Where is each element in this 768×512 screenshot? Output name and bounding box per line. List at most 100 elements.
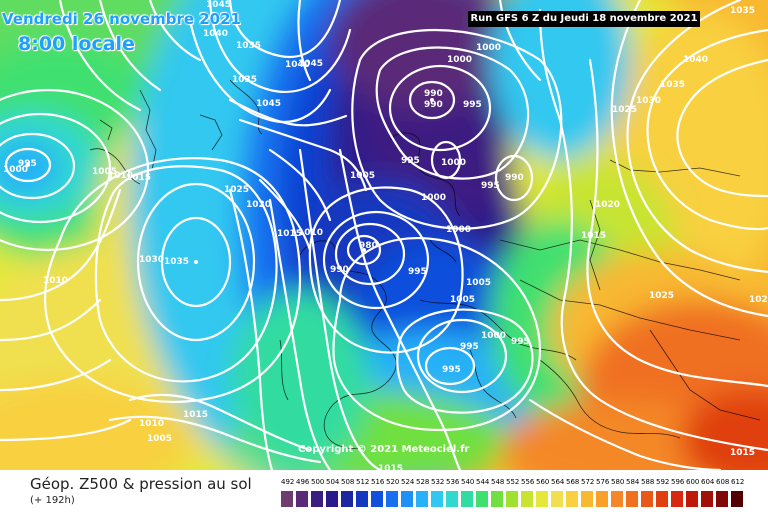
isobar-label: 1015 — [730, 448, 755, 458]
scale-label: 512 — [356, 478, 370, 486]
map-caption-subtitle: (+ 192h) — [30, 495, 75, 506]
scale-label: 544 — [476, 478, 490, 486]
scale-swatch — [446, 491, 458, 507]
coastlines — [89, 79, 761, 449]
scale-swatch — [551, 491, 563, 507]
isobar-label: 1030 — [636, 96, 661, 106]
isobar-label: 995 — [460, 342, 479, 352]
isobar-label: 1025 — [224, 185, 249, 195]
isobar-label: 1015 — [277, 229, 302, 239]
scale-label: 596 — [671, 478, 685, 486]
scale-label: 576 — [596, 478, 610, 486]
isobar-label: 1000 — [441, 158, 466, 168]
geopotential-field — [0, 0, 768, 470]
scale-swatch — [716, 491, 728, 507]
scale-swatch — [581, 491, 593, 507]
scale-swatch — [596, 491, 608, 507]
isobar-label: 990 — [330, 265, 349, 275]
scale-swatch — [641, 491, 653, 507]
isobar-label: 1000 — [421, 193, 446, 203]
scale-label: 540 — [461, 478, 475, 486]
scale-swatch — [341, 491, 353, 507]
isobar-label: 995 — [442, 365, 461, 375]
scale-label: 580 — [611, 478, 625, 486]
isobar-label: 995 — [408, 267, 427, 277]
scale-swatch — [401, 491, 413, 507]
scale-swatch — [296, 491, 308, 507]
scale-swatch — [521, 491, 533, 507]
weather-map: 1045104010351035104010451045100010009909… — [0, 0, 768, 470]
isobar-label: 995 — [481, 181, 500, 191]
isobar-label: 1005 — [147, 434, 172, 444]
footer: Géop. Z500 & pression au sol (+ 192h) 49… — [0, 470, 768, 512]
scale-swatch — [386, 491, 398, 507]
color-scale: 492 496 500 504 508 512 516 520 524 528 532 536 540 5… — [281, 478, 750, 510]
isobar-label: 1000 — [476, 43, 501, 53]
isobar-label: 1035 — [660, 80, 685, 90]
scale-label: 536 — [446, 478, 460, 486]
scale-label: 584 — [626, 478, 640, 486]
isobar-label: 1000 — [447, 55, 472, 65]
scale-label: 532 — [431, 478, 445, 486]
isobar-label: 1005 — [466, 278, 491, 288]
scale-swatch — [731, 491, 743, 507]
isobar-label: 990 — [424, 100, 443, 110]
isobar-label: 1000 — [481, 331, 506, 341]
isobar-label: 1040 — [285, 60, 310, 70]
scale-label: 516 — [371, 478, 385, 486]
scale-swatch — [491, 491, 503, 507]
isobar-label: 1035 — [730, 6, 755, 16]
isobar-label: 995 — [511, 337, 530, 347]
isobar-label: 1020 — [749, 295, 768, 305]
pressure-centres — [26, 98, 434, 264]
isobar-label: 1000 — [446, 225, 471, 235]
run-info: Run GFS 6 Z du Jeudi 18 novembre 2021 — [468, 11, 700, 27]
scale-label: 568 — [566, 478, 580, 486]
scale-label: 564 — [551, 478, 565, 486]
isobar-label: 1045 — [206, 0, 231, 10]
scale-label: 560 — [536, 478, 550, 486]
isobar-label: 1015 — [126, 173, 151, 183]
map-caption-title: Géop. Z500 & pression au sol — [30, 475, 252, 493]
scale-swatch — [431, 491, 443, 507]
scale-label: 508 — [341, 478, 355, 486]
isobar-label: 1015 — [378, 464, 403, 470]
scale-swatch — [356, 491, 368, 507]
scale-swatch — [656, 491, 668, 507]
scale-swatch — [536, 491, 548, 507]
isobar-label: 1035 — [164, 257, 189, 267]
copyright-notice: Copyright © 2021 Meteociel.fr — [298, 444, 470, 455]
scale-label: 504 — [326, 478, 340, 486]
isobar-label: 1010 — [43, 276, 68, 286]
isobar-label: 1035 — [232, 75, 257, 85]
scale-swatch — [476, 491, 488, 507]
scale-swatch — [371, 491, 383, 507]
isobars — [0, 0, 768, 470]
isobar-label: 1025 — [612, 105, 637, 115]
isobar-label: 1010 — [298, 228, 323, 238]
isobar-label: 1040 — [203, 29, 228, 39]
isobar-label: 1045 — [298, 59, 323, 69]
isobar-label: 1020 — [246, 200, 271, 210]
scale-swatch — [626, 491, 638, 507]
scale-swatch — [686, 491, 698, 507]
isobar-label: 1000 — [3, 165, 28, 175]
scale-swatch — [281, 491, 293, 507]
scale-swatch — [506, 491, 518, 507]
scale-swatch — [566, 491, 578, 507]
isobar-label: 1020 — [595, 200, 620, 210]
scale-label: 612 — [731, 478, 745, 486]
isobar-label: 995 — [18, 159, 37, 169]
forecast-date: Vendredi 26 novembre 2021 — [2, 10, 241, 28]
isobar-label: 1045 — [256, 99, 281, 109]
scale-swatch — [416, 491, 428, 507]
isobar-label: 1005 — [450, 295, 475, 305]
isobar-label: 980 — [359, 241, 378, 251]
scale-swatch — [311, 491, 323, 507]
scale-swatch — [671, 491, 683, 507]
scale-label: 608 — [716, 478, 730, 486]
scale-label: 520 — [386, 478, 400, 486]
isobar-label: 1035 — [236, 41, 261, 51]
scale-label: 600 — [686, 478, 700, 486]
scale-label: 592 — [656, 478, 670, 486]
